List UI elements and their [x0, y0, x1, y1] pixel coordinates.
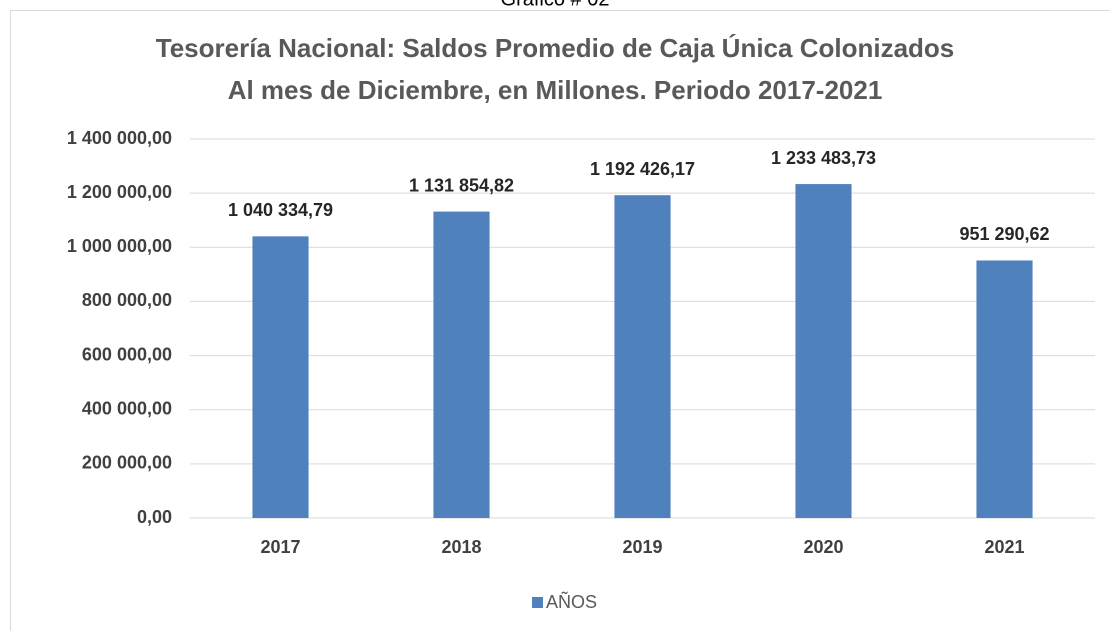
chart-subtitle: Al mes de Diciembre, en Millones. Period…	[228, 75, 883, 105]
y-tick-label: 800 000,00	[82, 290, 172, 310]
data-label: 1 192 426,17	[590, 159, 695, 179]
legend-label: AÑOS	[546, 591, 597, 612]
x-tick-label: 2020	[803, 537, 843, 557]
data-label: 1 040 334,79	[228, 200, 333, 220]
y-tick-label: 600 000,00	[82, 344, 172, 364]
data-label: 951 290,62	[959, 224, 1049, 244]
y-tick-label: 1 000 000,00	[67, 236, 172, 256]
bar	[433, 211, 490, 518]
x-tick-label: 2019	[622, 537, 662, 557]
y-tick-label: 1 400 000,00	[67, 128, 172, 148]
y-tick-label: 400 000,00	[82, 398, 172, 418]
x-tick-label: 2017	[260, 537, 300, 557]
bar	[976, 260, 1033, 518]
x-tick-label: 2018	[441, 537, 481, 557]
bar	[252, 236, 309, 518]
y-tick-label: 200 000,00	[82, 453, 172, 473]
caption: Gráfico # 02	[501, 0, 610, 10]
x-tick-label: 2021	[984, 537, 1024, 557]
chart-border	[10, 10, 1110, 631]
chart-title: Tesorería Nacional: Saldos Promedio de C…	[156, 33, 955, 63]
data-label: 1 233 483,73	[771, 148, 876, 168]
y-tick-label: 1 200 000,00	[67, 182, 172, 202]
bar	[795, 184, 852, 518]
data-label: 1 131 854,82	[409, 175, 514, 195]
legend-swatch	[532, 597, 543, 608]
bar	[614, 195, 671, 518]
y-tick-label: 0,00	[137, 507, 172, 527]
